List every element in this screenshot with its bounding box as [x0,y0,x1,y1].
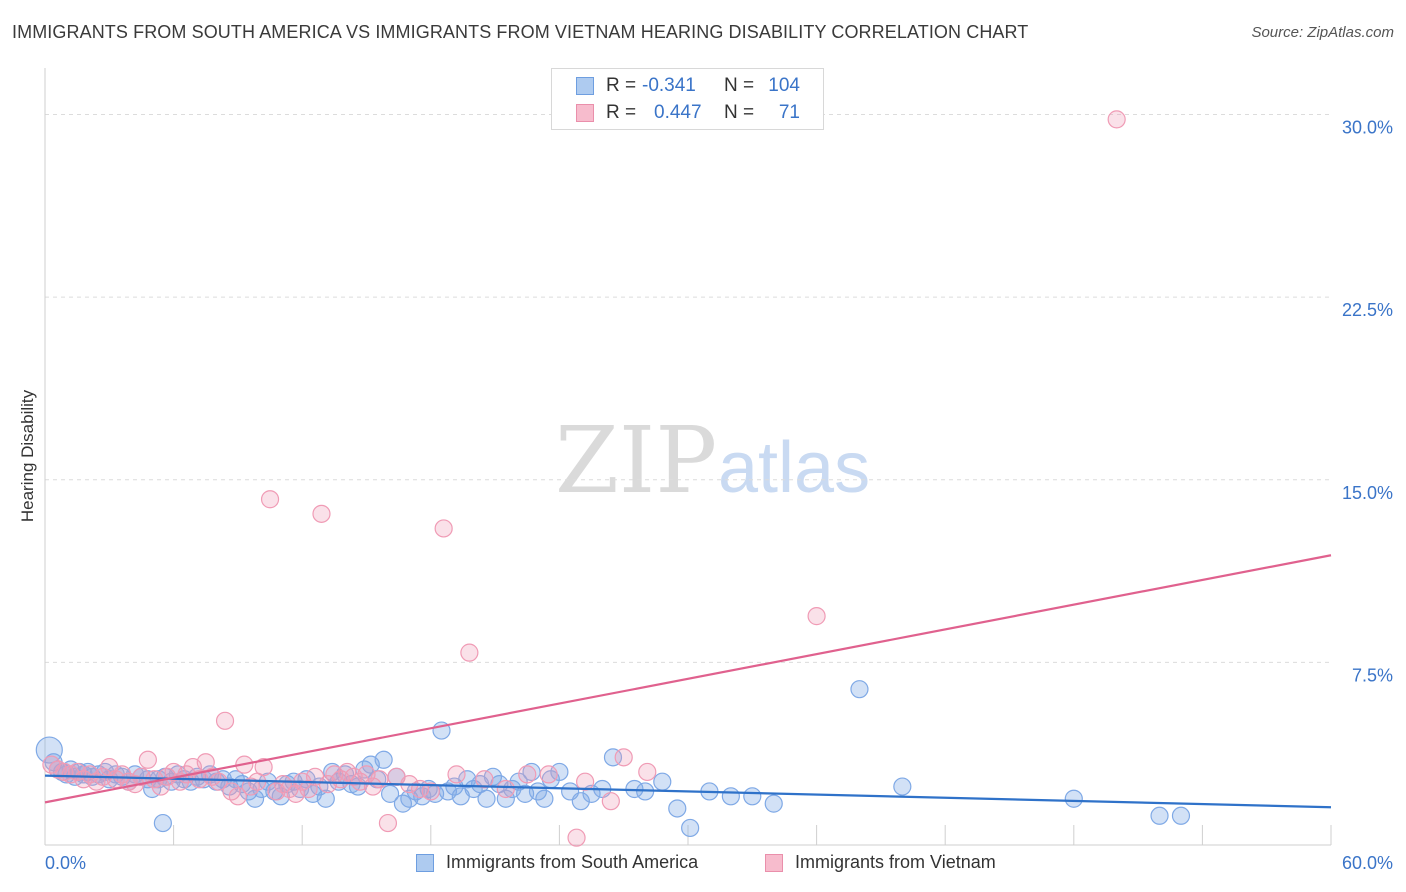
legend-swatch-south-america [576,77,594,95]
series-swatch-south-america [416,853,434,872]
point-south-america [668,799,687,818]
legend-n-label: N = [724,102,755,123]
series-legend-south-america[interactable]: Immigrants from South America [416,852,698,873]
legend-n-value-south-america: 104 [768,75,800,96]
point-vietnam [228,787,247,806]
point-south-america [850,680,869,699]
x-tick-label-max: 60.0% [1342,853,1393,873]
legend-row-vietnam: R = 0.447 N = 71 [576,101,800,125]
point-vietnam [460,643,479,662]
point-south-america [153,813,172,833]
series-label-south-america: Immigrants from South America [446,852,699,872]
legend-n-label: N = [724,75,755,96]
watermark-atlas: atlas [718,428,870,508]
point-south-america [1171,806,1191,825]
point-vietnam [807,607,826,626]
point-south-america [374,750,393,769]
point-vietnam [539,765,558,784]
watermark-zip: ZIP [555,407,717,514]
point-vietnam [447,765,466,784]
point-south-america [550,762,569,782]
point-vietnam [260,490,280,509]
y-tick-label: 30.0% [1342,118,1393,138]
legend-row-south-america: R = -0.341 N = 104 [576,74,800,98]
source-credit: Source: ZipAtlas.com [1251,24,1394,41]
point-south-america [571,792,590,811]
point-south-america [653,772,672,791]
legend-r-label: R = [606,75,637,96]
legend-r-value-south-america: -0.341 [642,75,696,96]
point-south-america [380,784,400,803]
point-vietnam [576,772,595,791]
series-label-vietnam: Immigrants from Vietnam [795,852,996,872]
legend-r-label: R = [606,102,637,123]
series-legend-vietnam[interactable]: Immigrants from Vietnam [765,852,996,873]
point-south-america [496,789,515,808]
point-south-america [764,794,783,813]
point-vietnam [518,765,537,784]
y-tick-label: 15.0% [1342,483,1393,503]
point-south-america [1064,789,1083,808]
point-vietnam [370,770,389,789]
point-south-america [743,787,762,806]
point-vietnam [312,504,331,523]
legend-swatch-vietnam [576,104,594,122]
point-south-america [721,787,740,806]
legend-r-value-vietnam: 0.447 [654,102,702,123]
point-south-america [477,789,496,808]
point-south-america [535,789,554,808]
point-vietnam [378,813,398,833]
trendline-vietnam [44,554,1332,804]
point-vietnam [1107,110,1126,129]
point-vietnam [215,711,235,730]
point-vietnam [421,782,440,801]
point-south-america [893,777,912,796]
point-vietnam [638,762,657,782]
point-south-america [1150,806,1169,825]
stats-legend: R = -0.341 N = 104 R = 0.447 N = 71 [551,68,824,130]
y-tick-label: 7.5% [1352,665,1393,685]
point-vietnam [434,519,453,538]
point-south-america [316,789,335,808]
point-vietnam [601,792,620,811]
point-vietnam [496,779,515,799]
point-vietnam [138,750,157,769]
y-tick-label: 22.5% [1342,300,1393,320]
legend-n-value-vietnam: 71 [778,102,800,123]
point-south-america [603,748,623,767]
point-south-america [681,818,700,838]
chart-title: IMMIGRANTS FROM SOUTH AMERICA VS IMMIGRA… [12,22,1029,42]
point-vietnam [254,757,273,777]
series-swatch-vietnam [765,853,783,872]
trendline-south-america [44,774,1332,809]
point-vietnam [614,748,633,767]
point-vietnam [475,770,494,789]
point-vietnam [567,828,586,847]
x-tick-label-min: 0.0% [45,853,86,873]
point-vietnam [209,772,228,791]
point-vietnam [363,777,383,796]
point-south-america [35,736,63,764]
